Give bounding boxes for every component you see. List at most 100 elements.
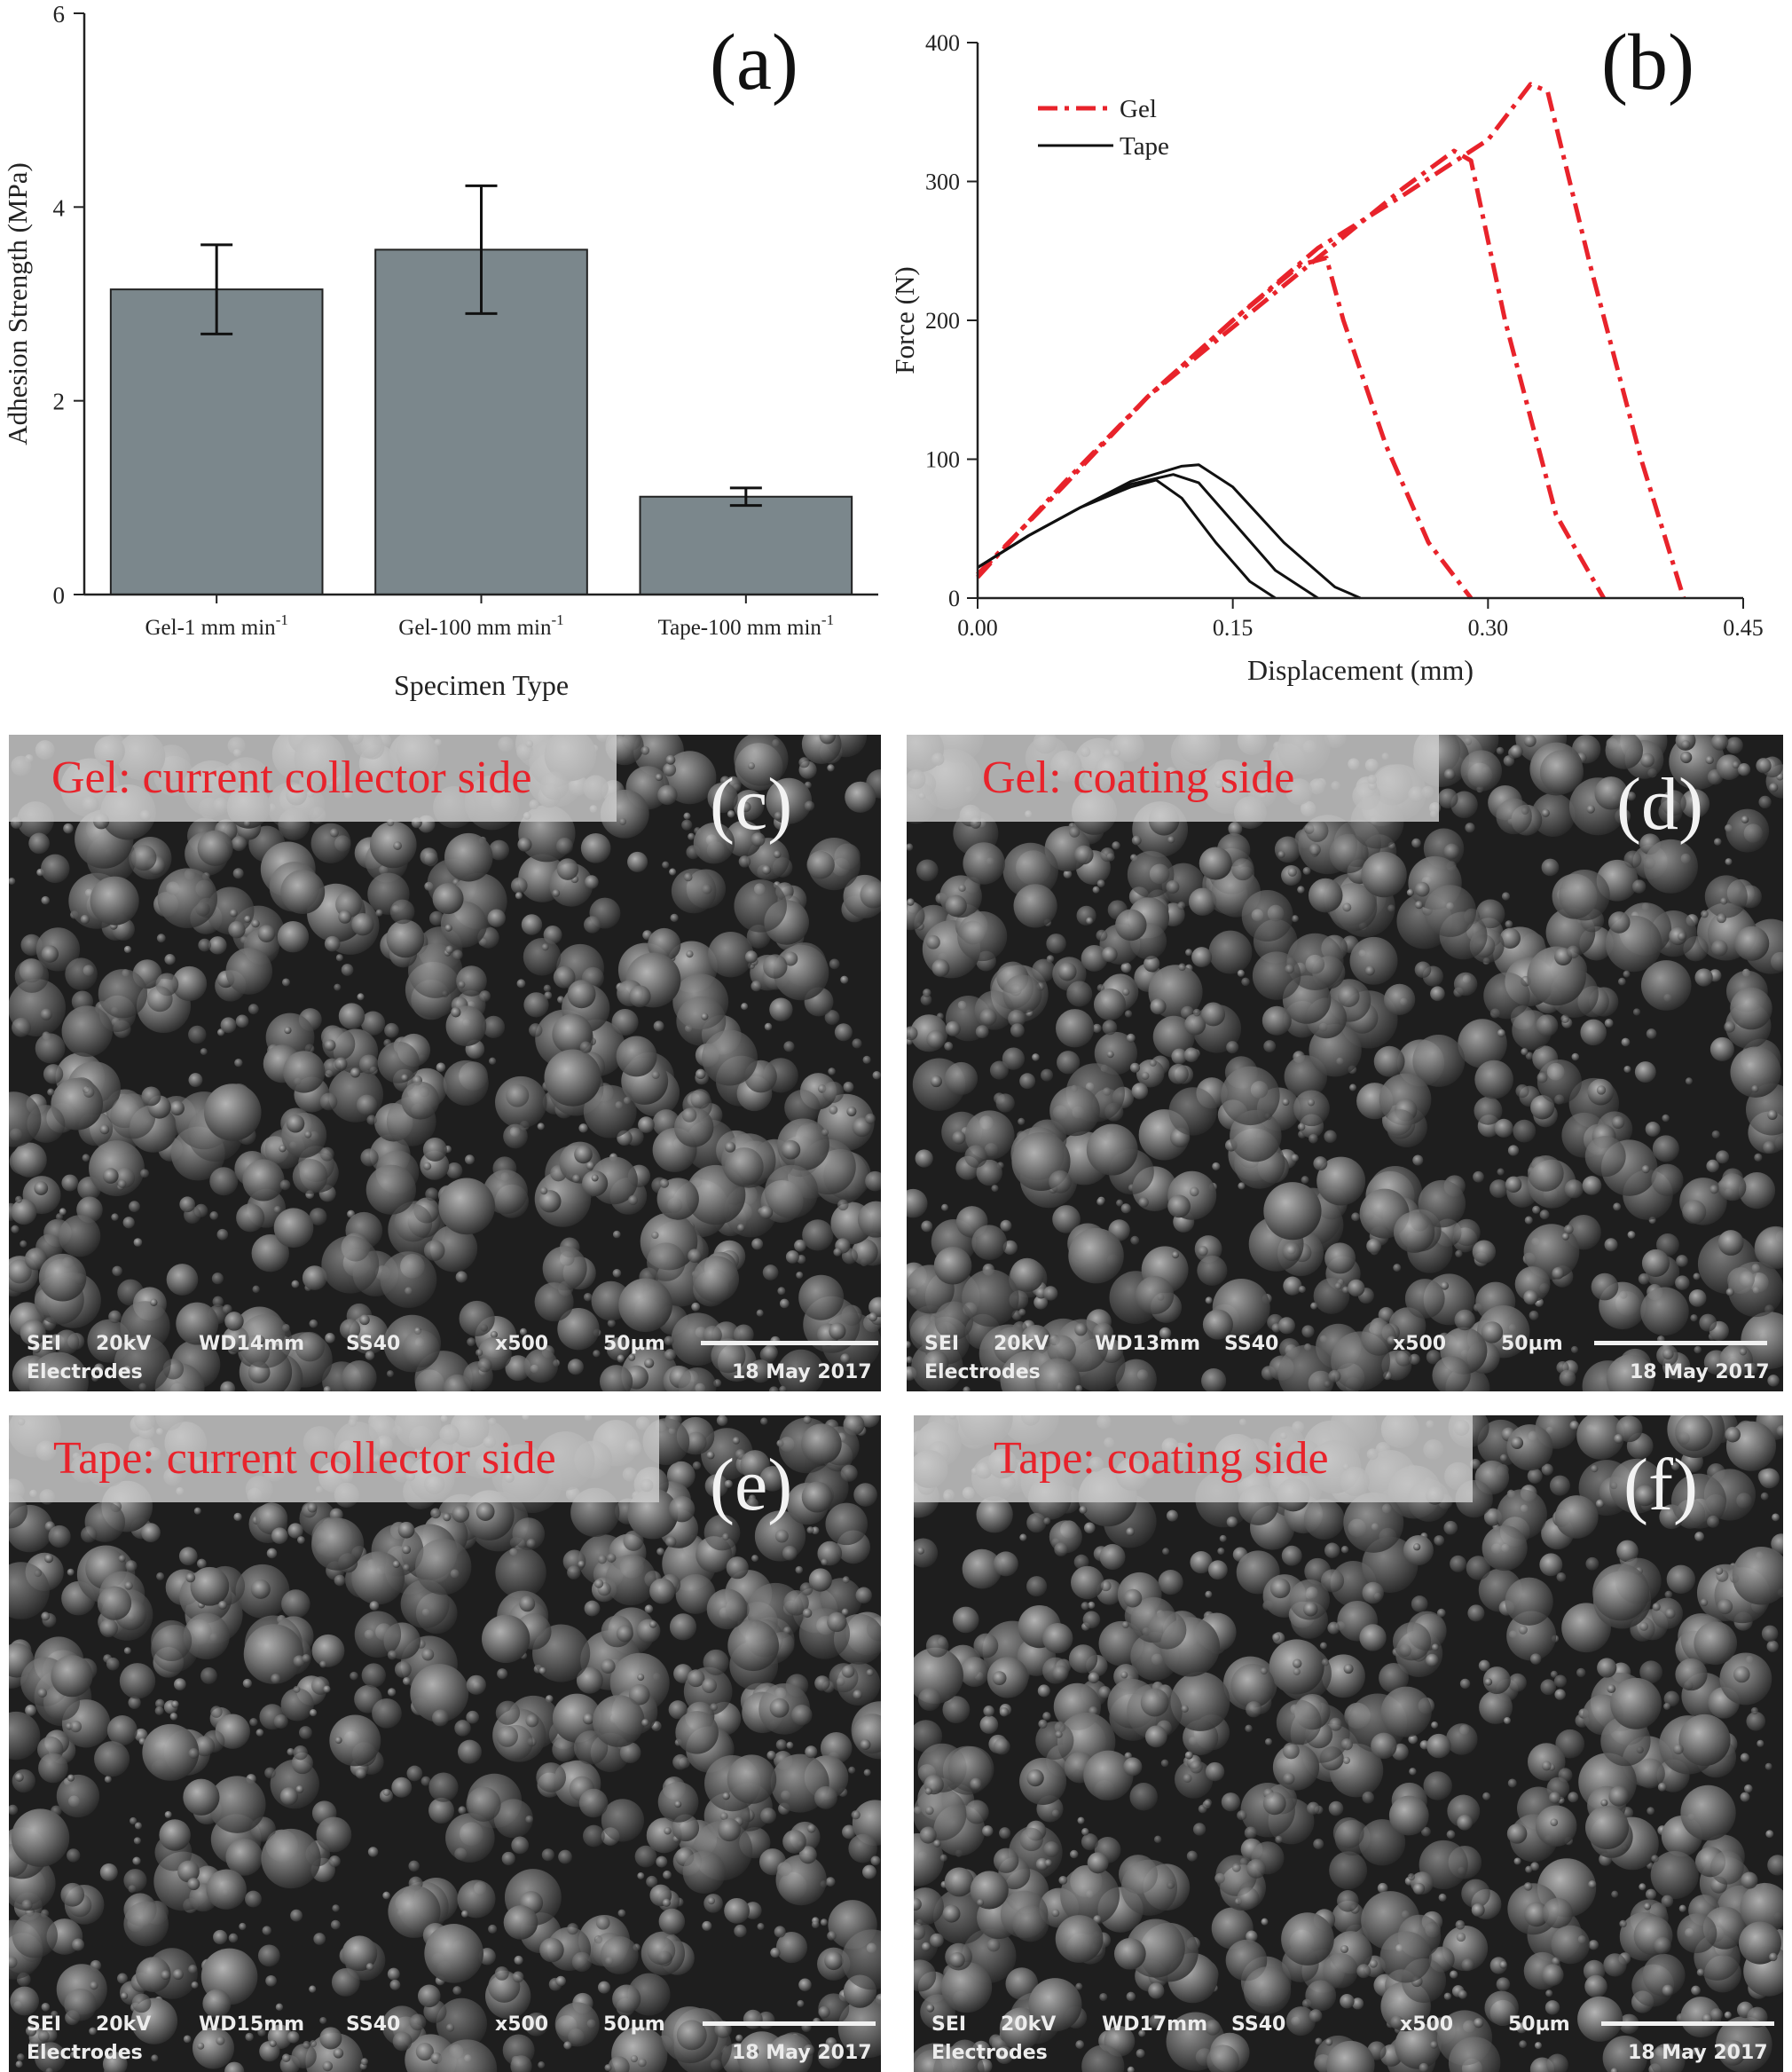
particle (280, 1688, 314, 1721)
particle (1332, 1817, 1364, 1848)
particle (424, 1924, 483, 1983)
particle (760, 1417, 768, 1425)
particle (1645, 1122, 1661, 1137)
particle (775, 1854, 827, 1906)
particle (536, 1762, 567, 1792)
particle (931, 958, 950, 977)
particle (1285, 2006, 1316, 2037)
particle (691, 1302, 701, 1312)
particle (257, 2028, 266, 2037)
particle (574, 1145, 593, 1164)
particle (865, 1113, 876, 1124)
particle (80, 1526, 98, 1543)
particle (12, 1142, 47, 1178)
particle (1699, 1313, 1717, 1332)
particle (944, 1867, 974, 1897)
particle (1453, 1218, 1481, 1247)
particle (209, 1167, 239, 1196)
x-tick-label: 0.30 (1468, 615, 1509, 641)
particle (255, 1729, 264, 1737)
particle (1055, 1915, 1104, 1963)
particle (1525, 1052, 1534, 1060)
particle (161, 1970, 170, 1981)
y-tick-label: 0 (948, 586, 960, 611)
particle (1228, 822, 1243, 836)
particle (716, 1415, 728, 1426)
particle (665, 1536, 677, 1548)
sem-sample-name: Electrodes (27, 1361, 143, 1383)
particle (801, 1423, 842, 1465)
particle (1694, 1345, 1702, 1354)
particle (1717, 1598, 1733, 1615)
particle (567, 1565, 581, 1580)
particle (273, 1341, 281, 1349)
particle (1302, 866, 1311, 875)
panel-letter-a: (a) (710, 19, 798, 106)
particle (1443, 1520, 1458, 1535)
sem-date: 18 May 2017 (732, 2042, 872, 2064)
particle (1750, 1706, 1759, 1715)
particle (1524, 1902, 1549, 1927)
particle (1008, 1009, 1026, 1028)
particle (962, 1548, 1002, 1589)
particle (208, 1776, 266, 1833)
particle (324, 935, 341, 952)
particle (1523, 1289, 1538, 1305)
particle (228, 1933, 239, 1943)
particle (1201, 1368, 1227, 1391)
particle (487, 909, 506, 927)
sem-voltage: 20kV (994, 1333, 1049, 1355)
particle (70, 2051, 78, 2059)
particle (1413, 1543, 1421, 1551)
particle (129, 1816, 138, 1825)
particle (41, 945, 59, 963)
particle (1283, 1276, 1302, 1296)
particle (1537, 1059, 1582, 1105)
particle (918, 1688, 941, 1712)
particle (1321, 1654, 1365, 1698)
particle (360, 1011, 386, 1036)
sem-sample-name: Electrodes (924, 1361, 1041, 1383)
particle (1519, 2040, 1527, 2049)
particle (235, 1014, 249, 1028)
particle (1083, 1750, 1134, 1800)
particle (1507, 1145, 1520, 1156)
particle (769, 997, 793, 1021)
particle (1201, 1002, 1226, 1027)
particle (592, 1695, 645, 1747)
particle (763, 954, 788, 979)
particle (1603, 1953, 1627, 1977)
particle (1226, 1516, 1238, 1528)
particle (722, 1532, 730, 1540)
particle (1688, 1288, 1707, 1307)
particle (1709, 1850, 1744, 1885)
particle (768, 1386, 779, 1391)
particle (993, 1847, 1019, 1873)
particle (218, 1600, 227, 1610)
particle (110, 1093, 156, 1139)
bar-chart-panel-a: (a) Gel-1 mm min-1 Gel-100 mm min-1 Tape-1… (0, 0, 887, 710)
particle (1359, 1624, 1387, 1651)
particle (1438, 1893, 1447, 1902)
particle (123, 1647, 131, 1655)
particle (857, 1201, 881, 1238)
sem-magnification: x500 (1400, 2013, 1454, 2036)
particle (1761, 1625, 1779, 1643)
particle (1661, 790, 1686, 816)
particle (1170, 1671, 1230, 1731)
particle (727, 1754, 777, 1804)
particle (40, 854, 70, 884)
particle (1505, 1176, 1522, 1193)
particle (783, 1590, 809, 1616)
particle (401, 1074, 409, 1082)
particle (322, 1028, 356, 1061)
particle (523, 992, 549, 1018)
particle (1081, 1602, 1089, 1611)
particle (862, 1864, 876, 1879)
particle (1478, 1659, 1490, 1672)
particle (41, 1611, 51, 1621)
particle (1521, 1048, 1529, 1056)
particle (1205, 1296, 1213, 1304)
particle (1329, 1717, 1342, 1731)
particle (1328, 1800, 1344, 1816)
